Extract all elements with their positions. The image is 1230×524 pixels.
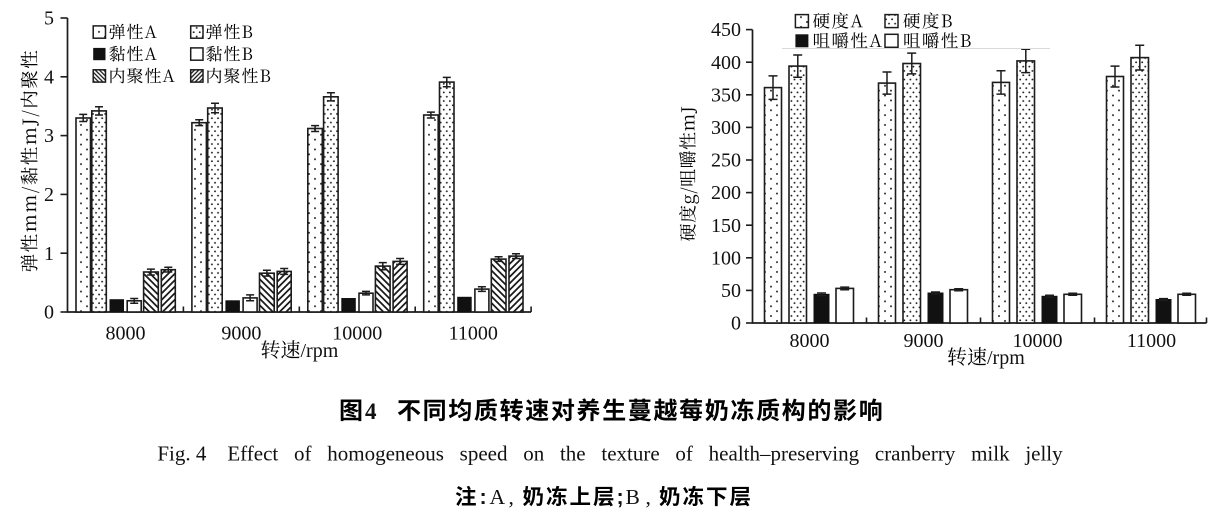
svg-text:Fig. 4 Effect of homogeneous s: Fig. 4 Effect of homogeneous speed on th… (157, 442, 1063, 466)
svg-text:9000: 9000 (221, 322, 261, 344)
svg-text:350: 350 (711, 84, 741, 106)
svg-text:4: 4 (44, 66, 54, 88)
svg-text:10000: 10000 (1013, 330, 1063, 352)
svg-text::: : (480, 485, 487, 509)
svg-text:,: , (646, 485, 651, 509)
svg-text:10000: 10000 (332, 322, 382, 344)
svg-text:B: B (626, 485, 640, 509)
svg-text:200: 200 (711, 182, 741, 204)
svg-text:0: 0 (731, 313, 741, 335)
svg-text:/rpm: /rpm (987, 347, 1025, 369)
svg-text:450: 450 (711, 19, 741, 41)
svg-text:4: 4 (365, 399, 377, 424)
svg-text:9000: 9000 (904, 330, 944, 352)
svg-text:11000: 11000 (1127, 330, 1176, 352)
svg-text:2: 2 (44, 184, 54, 206)
svg-text:;: ; (617, 485, 624, 509)
svg-text:A: A (490, 485, 506, 509)
svg-text:400: 400 (711, 52, 741, 74)
svg-text:0: 0 (44, 302, 54, 324)
svg-text:300: 300 (711, 117, 741, 139)
svg-text:150: 150 (711, 215, 741, 237)
svg-text:100: 100 (711, 247, 741, 269)
svg-text:,: , (509, 485, 514, 509)
svg-text:5: 5 (44, 8, 54, 30)
svg-text:/rpm: /rpm (301, 340, 339, 362)
svg-text:1: 1 (44, 243, 54, 265)
svg-text:8000: 8000 (790, 330, 830, 352)
svg-text:11000: 11000 (449, 322, 498, 344)
svg-text:8000: 8000 (106, 322, 146, 344)
svg-text:250: 250 (711, 150, 741, 172)
svg-text:3: 3 (44, 125, 54, 147)
svg-text:50: 50 (721, 280, 741, 302)
